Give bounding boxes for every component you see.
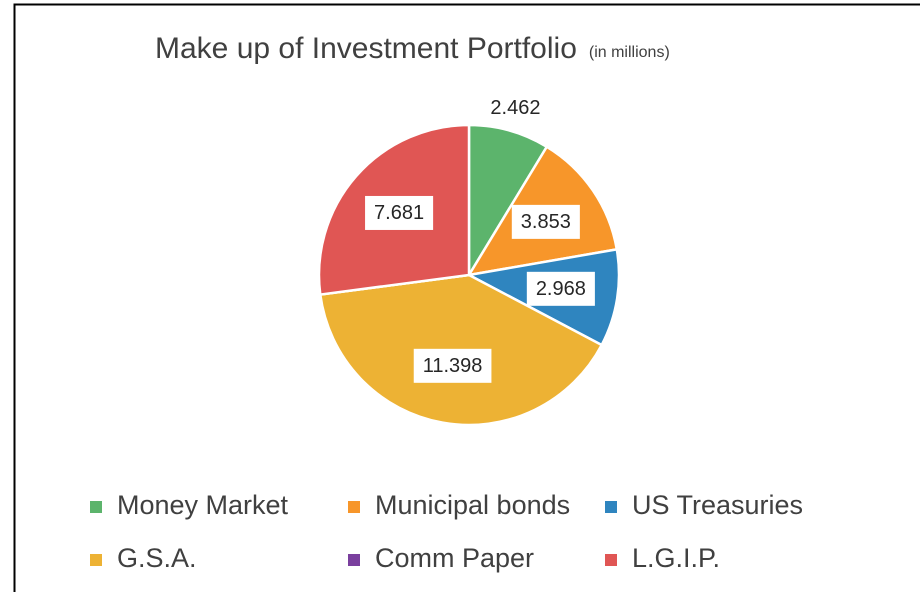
legend-label: Money Market [117, 490, 289, 520]
data-label-group: 3.853 [511, 204, 580, 239]
legend-label: US Treasuries [632, 490, 803, 520]
data-label-box [526, 271, 595, 306]
data-label-box [365, 195, 434, 230]
chart-subtitle: (in millions) [589, 44, 670, 61]
pie-slice [467, 123, 549, 280]
data-label-group: 2.968 [526, 271, 595, 306]
data-label-group: 2.462 [490, 97, 540, 119]
chart-frame [13, 3, 920, 592]
legend-swatch [90, 554, 102, 566]
data-label-box [511, 204, 580, 239]
data-label-group: 7.681 [365, 195, 434, 230]
legend-swatch [605, 501, 617, 513]
legend-label: Comm Paper [375, 543, 534, 573]
legend-swatch [605, 554, 617, 566]
data-label: 11.398 [423, 355, 483, 377]
legend-label: G.S.A. [117, 543, 197, 573]
data-label: 3.853 [521, 211, 571, 233]
data-label: 2.462 [490, 97, 540, 119]
data-label: 2.968 [536, 278, 586, 300]
legend-swatch [90, 501, 102, 513]
data-label-box [413, 348, 492, 383]
legend-swatch [348, 501, 360, 513]
legend-swatch [348, 554, 360, 566]
legend-label: Municipal bonds [375, 490, 570, 520]
data-label: 7.681 [374, 202, 424, 224]
chart-title: Make up of Investment Portfolio [155, 32, 577, 65]
legend-label: L.G.I.P. [632, 543, 720, 573]
data-label-group: 11.398 [413, 348, 492, 383]
